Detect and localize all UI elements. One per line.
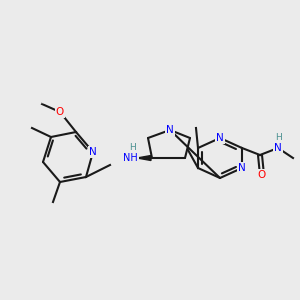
Text: N: N xyxy=(238,163,246,173)
Text: H: H xyxy=(276,134,282,142)
Text: methoxy: methoxy xyxy=(40,103,46,104)
Text: NH: NH xyxy=(123,153,137,163)
Text: N: N xyxy=(89,147,97,157)
Text: H: H xyxy=(130,143,136,152)
Polygon shape xyxy=(137,155,151,160)
Text: N: N xyxy=(166,125,174,135)
Text: N: N xyxy=(274,143,282,153)
Text: O: O xyxy=(56,107,64,117)
Text: N: N xyxy=(216,133,224,143)
Text: O: O xyxy=(258,170,266,180)
